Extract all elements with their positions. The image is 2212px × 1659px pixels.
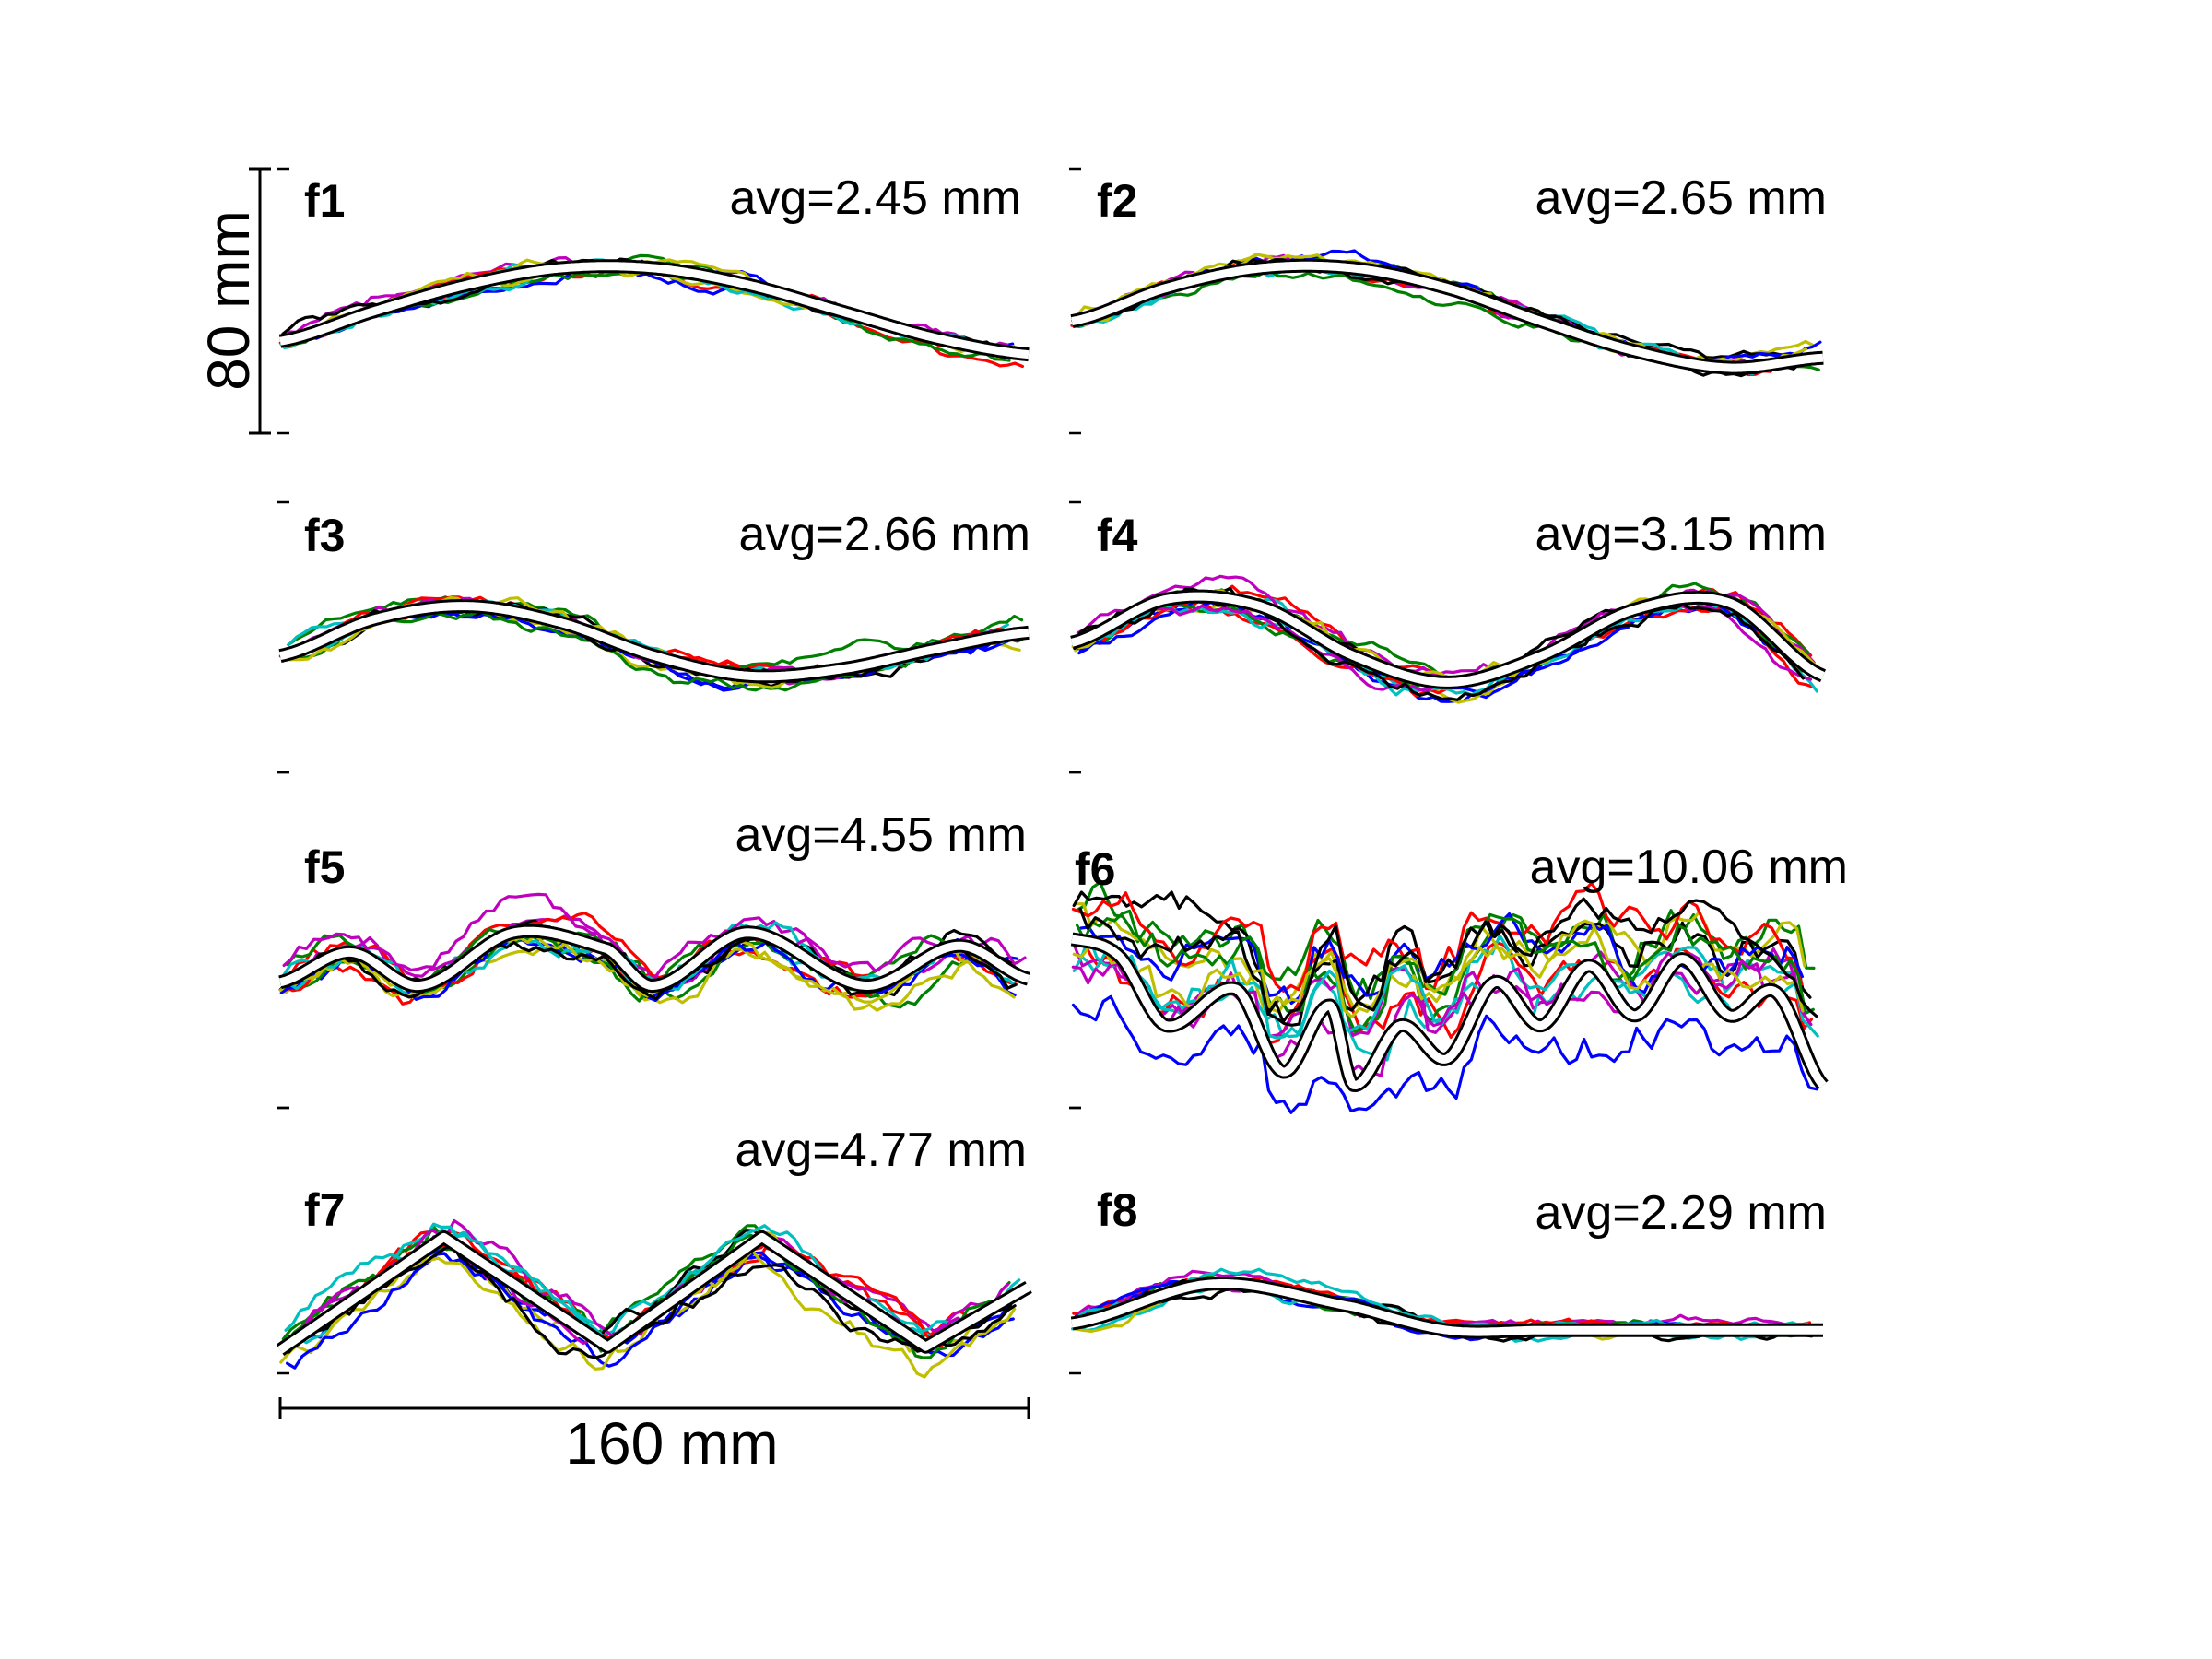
- panel-f2: f2 avg=2.65 mm: [1067, 167, 1828, 435]
- avg-label-f7: avg=4.77 mm: [735, 1124, 1028, 1177]
- trace-f7-14: [287, 1245, 1017, 1359]
- panel-f4: f4 avg=3.15 mm: [1067, 500, 1828, 774]
- trace-f6-10: [1076, 909, 1815, 1033]
- reference-curve-f3: [278, 602, 1030, 681]
- reference-curve-f1: [278, 262, 1030, 359]
- trace-f6-3: [1076, 880, 1816, 1023]
- panel-label-f1: f1: [304, 175, 345, 227]
- reference-curve-f2: [1070, 261, 1825, 372]
- trace-f2-5: [1071, 257, 1811, 367]
- panel-f5: f5 avg=4.55 mm: [276, 771, 1033, 1110]
- trace-f7-9: [286, 1252, 1015, 1370]
- avg-label-f3: avg=2.66 mm: [739, 508, 1031, 561]
- panel-label-f8: f8: [1097, 1184, 1137, 1236]
- avg-label-f1: avg=2.45 mm: [730, 171, 1022, 225]
- x-scale-label: 160 mm: [565, 1410, 778, 1477]
- avg-label-f2: avg=2.65 mm: [1535, 171, 1828, 225]
- panel-f1: f1 avg=2.45 mm: [276, 167, 1033, 435]
- avg-label-f4: avg=3.15 mm: [1535, 508, 1828, 561]
- panel-label-f4: f4: [1097, 510, 1138, 561]
- trace-f6-6: [1074, 902, 1806, 1014]
- trace-f6-14: [1078, 897, 1818, 1024]
- reference-curve-f7: [277, 1232, 1031, 1354]
- x-scale-bar: 160 mm: [278, 1397, 1030, 1477]
- trace-f2-6: [1075, 253, 1815, 365]
- reference-curve-f4: [1070, 592, 1825, 687]
- avg-label-f8: avg=2.29 mm: [1535, 1186, 1828, 1240]
- trace-f4-5: [1076, 574, 1816, 677]
- avg-label-f5: avg=4.55 mm: [735, 808, 1028, 862]
- panel-f3: f3 avg=2.66 mm: [276, 500, 1033, 774]
- trace-f6-12: [1071, 959, 1811, 1077]
- panel-f7: f7 avg=4.77 mm: [276, 1106, 1033, 1379]
- y-scale-bar: 80 mm: [195, 167, 271, 435]
- reference-curve-f8: [1070, 1279, 1825, 1336]
- panel-f6: f6 avg=10.06 mm: [1067, 771, 1848, 1114]
- trace-f6-2: [1071, 994, 1818, 1114]
- reference-curve-f5: [278, 926, 1030, 991]
- y-scale-label: 80 mm: [195, 210, 262, 391]
- panel-label-f7: f7: [304, 1184, 345, 1236]
- trace-f1-3: [281, 267, 1011, 362]
- trace-f1-1: [288, 265, 1024, 369]
- trace-f6-4: [1077, 934, 1809, 1062]
- avg-label-f6: avg=10.06 mm: [1530, 841, 1848, 894]
- panel-label-f3: f3: [304, 510, 345, 561]
- trace-f5-12: [282, 892, 1027, 985]
- reference-curve-f6: [1070, 935, 1827, 1089]
- panel-f8: f8 avg=2.29 mm: [1067, 1106, 1828, 1375]
- trace-f2-9: [1075, 249, 1822, 365]
- panel-label-f6: f6: [1075, 843, 1115, 895]
- trace-f3-10: [282, 609, 1027, 692]
- panel-label-f5: f5: [304, 841, 345, 893]
- panel-label-f2: f2: [1097, 175, 1137, 227]
